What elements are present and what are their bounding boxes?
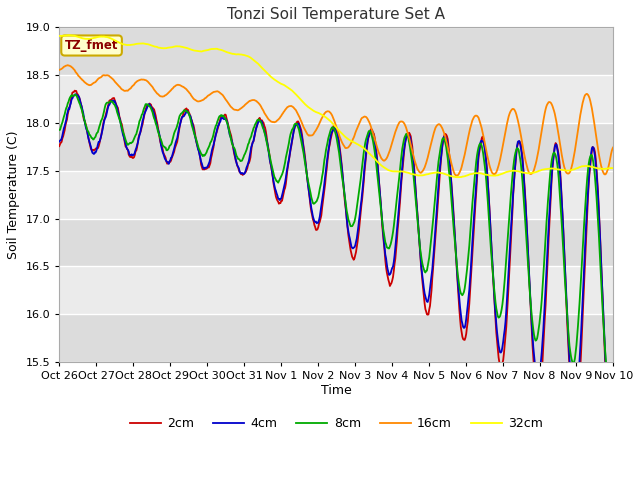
16cm (66, 63, 74, 69)
4cm (180, 114, 188, 120)
4cm (420, 290, 428, 296)
Line: 8cm: 8cm (60, 95, 613, 386)
2cm (56, 143, 63, 149)
2cm (71, 88, 79, 94)
4cm (608, 426, 616, 432)
Y-axis label: Soil Temperature (C): Soil Temperature (C) (7, 131, 20, 259)
Text: TZ_fmet: TZ_fmet (65, 39, 118, 52)
32cm (180, 44, 188, 50)
32cm (65, 32, 73, 38)
8cm (124, 141, 131, 147)
16cm (180, 84, 188, 90)
16cm (404, 132, 412, 138)
Bar (60, 123, 613, 171)
8cm (420, 269, 428, 275)
16cm (209, 90, 216, 96)
16cm (56, 67, 63, 73)
2cm (180, 111, 188, 117)
32cm (404, 170, 412, 176)
4cm (72, 91, 79, 97)
Bar (60, 171, 613, 218)
32cm (209, 46, 216, 52)
4cm (609, 423, 617, 429)
Line: 4cm: 4cm (60, 94, 613, 429)
16cm (453, 173, 461, 179)
4cm (124, 146, 131, 152)
32cm (609, 165, 617, 171)
Bar (60, 75, 613, 123)
4cm (404, 132, 412, 138)
4cm (209, 144, 216, 150)
8cm (404, 136, 412, 142)
8cm (65, 96, 73, 102)
32cm (56, 33, 63, 39)
Line: 16cm: 16cm (60, 65, 613, 176)
Line: 2cm: 2cm (60, 91, 613, 452)
2cm (65, 105, 73, 110)
32cm (124, 42, 131, 48)
4cm (56, 139, 63, 144)
4cm (65, 106, 73, 112)
2cm (609, 444, 617, 450)
2cm (608, 449, 616, 455)
2cm (404, 131, 412, 136)
8cm (607, 383, 614, 389)
32cm (420, 172, 428, 178)
16cm (64, 62, 72, 68)
16cm (124, 88, 131, 94)
16cm (609, 144, 617, 150)
X-axis label: Time: Time (321, 384, 352, 397)
Bar (60, 218, 613, 266)
2cm (420, 300, 428, 306)
8cm (72, 92, 79, 97)
2cm (209, 148, 216, 154)
8cm (609, 365, 617, 371)
8cm (180, 108, 188, 114)
2cm (124, 146, 131, 152)
Bar (60, 314, 613, 362)
Legend: 2cm, 4cm, 8cm, 16cm, 32cm: 2cm, 4cm, 8cm, 16cm, 32cm (125, 412, 548, 435)
8cm (56, 127, 63, 133)
16cm (420, 165, 428, 170)
Bar (60, 266, 613, 314)
32cm (66, 33, 74, 38)
Line: 32cm: 32cm (60, 35, 613, 177)
Bar (60, 27, 613, 75)
8cm (209, 135, 216, 141)
Title: Tonzi Soil Temperature Set A: Tonzi Soil Temperature Set A (227, 7, 445, 22)
32cm (454, 174, 462, 180)
